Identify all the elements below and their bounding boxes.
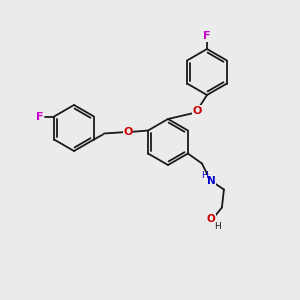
Text: H: H	[202, 171, 208, 180]
Text: F: F	[203, 31, 211, 41]
Text: O: O	[123, 127, 133, 137]
Text: N: N	[206, 176, 215, 185]
Text: O: O	[192, 106, 202, 116]
Text: O: O	[206, 214, 215, 224]
Text: H: H	[214, 222, 221, 231]
Text: F: F	[36, 112, 44, 122]
